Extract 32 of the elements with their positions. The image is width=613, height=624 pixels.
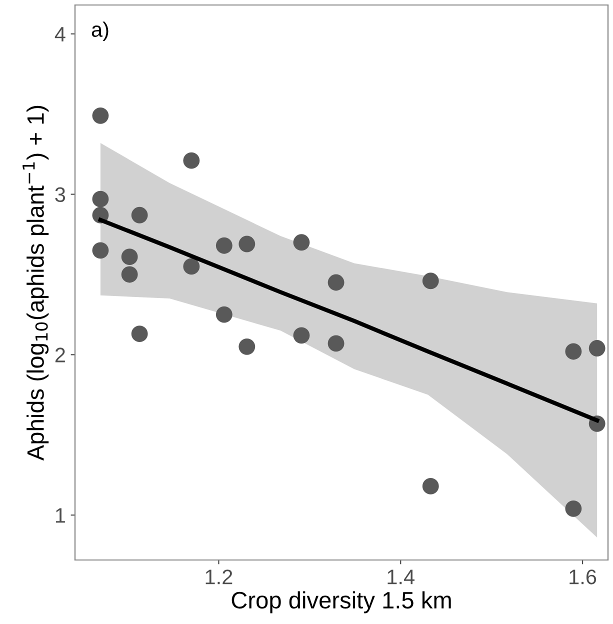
- y-tick-label: 4: [54, 27, 66, 42]
- point: [328, 335, 344, 352]
- point: [588, 340, 606, 356]
- x-tick-label: 1.2: [206, 570, 232, 584]
- point: [422, 478, 439, 494]
- point: [131, 206, 148, 224]
- y-tick-label: 1: [56, 508, 65, 523]
- point: [216, 237, 232, 254]
- point: [121, 248, 138, 266]
- point: [238, 338, 256, 355]
- point: [422, 272, 439, 290]
- point: [92, 242, 109, 259]
- point: [92, 107, 109, 124]
- x-tick-label: 1.6: [570, 570, 596, 584]
- point: [293, 234, 310, 251]
- point: [92, 190, 109, 208]
- point: [238, 236, 256, 252]
- point: [131, 326, 148, 342]
- x-tick-label: 1.4: [388, 570, 414, 584]
- annotation: a): [92, 22, 108, 42]
- x-axis-title: Crop diversity 1.5 km: [232, 591, 451, 614]
- y-axis-title: Aphids (log$_{10}$(aphids plant$^{−1}$) + 1): [22, 106, 49, 461]
- y-tick-label: 3: [55, 187, 66, 202]
- point: [565, 500, 582, 517]
- point: [216, 306, 232, 323]
- point: [328, 274, 344, 291]
- point: [183, 152, 200, 169]
- point: [565, 343, 582, 360]
- point: [121, 266, 138, 283]
- point: [183, 258, 200, 275]
- y-tick-label: 2: [55, 348, 65, 362]
- point: [293, 327, 310, 344]
